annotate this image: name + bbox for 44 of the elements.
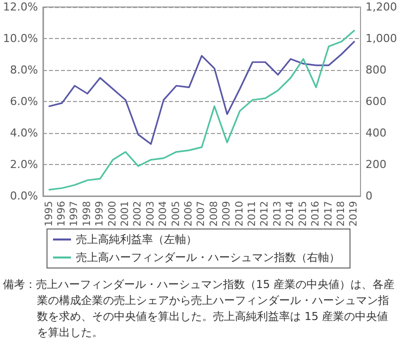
y-tick-label: 4.0% — [10, 126, 38, 140]
x-tick-label: 2006 — [184, 201, 195, 226]
x-tick-label: 1995 — [44, 201, 55, 226]
y-tick-label: 10.0% — [2, 32, 38, 45]
legend-label: 売上高ハーフィンダール・ハーシュマン指数（右軸） — [76, 251, 340, 264]
text: 備考：売上ハーフィンダール・ハーシュマン指数（15 産業の中央値）は、各産業の構成企業の売上シェアから売上ハーフィンダール・ハーシュマン指数を求め、その中央値を算出した。売上高純利益率は 15 産業の中央値を算出した。 — [3, 277, 396, 341]
x-tick-label: 2000 — [107, 201, 118, 226]
x-tick-label: 2019 — [348, 201, 360, 226]
x-tick-label: 2009 — [222, 201, 233, 226]
x-tick-label: 2011 — [247, 201, 258, 226]
x-tick-label: 2012 — [260, 201, 271, 226]
x-tick-label: 2014 — [285, 201, 296, 226]
x-tick-label: 2008 — [208, 201, 220, 226]
y-tick-label: 8.0% — [10, 64, 38, 76]
x-tick-label: 2013 — [272, 201, 284, 226]
x-tick-label: 1999 — [94, 201, 106, 226]
y2-tick-label: 400 — [366, 126, 387, 140]
x-tick-label: 2010 — [234, 201, 246, 226]
x-tick-label: 2003 — [145, 201, 156, 226]
x-tick-label: 2002 — [132, 201, 144, 226]
x-tick-label: 1997 — [69, 201, 80, 226]
y2-tick-label: 1,200 — [366, 0, 398, 14]
y-tick-label: 2.0% — [10, 158, 38, 171]
x-tick-label: 2005 — [170, 201, 182, 226]
legend-label: 売上高純利益率（左軸） — [76, 233, 197, 246]
y2-tick-label: 0 — [366, 190, 373, 202]
line-series — [48, 40, 355, 145]
y2-tick-label: 1,000 — [366, 32, 398, 45]
x-tick-label: 2016 — [310, 201, 322, 226]
x-tick-label: 2007 — [196, 201, 208, 226]
y2-tick-label: 600 — [366, 95, 387, 108]
x-tick-label: 1998 — [82, 201, 93, 226]
x-tick-label: 2017 — [323, 201, 334, 226]
line-series — [48, 30, 355, 190]
x-tick-label: 2015 — [298, 201, 309, 226]
x-tick-label: 2004 — [158, 201, 170, 226]
x-tick-label: 2018 — [336, 201, 347, 226]
x-tick-label: 1996 — [56, 201, 68, 226]
y2-tick-label: 200 — [366, 158, 387, 171]
y-tick-label: 0.0% — [10, 190, 38, 202]
y-tick-label: 12.0% — [2, 0, 38, 14]
x-tick-label: 2001 — [120, 201, 132, 226]
y-tick-label: 6.0% — [10, 95, 38, 108]
y2-tick-label: 800 — [366, 64, 387, 76]
